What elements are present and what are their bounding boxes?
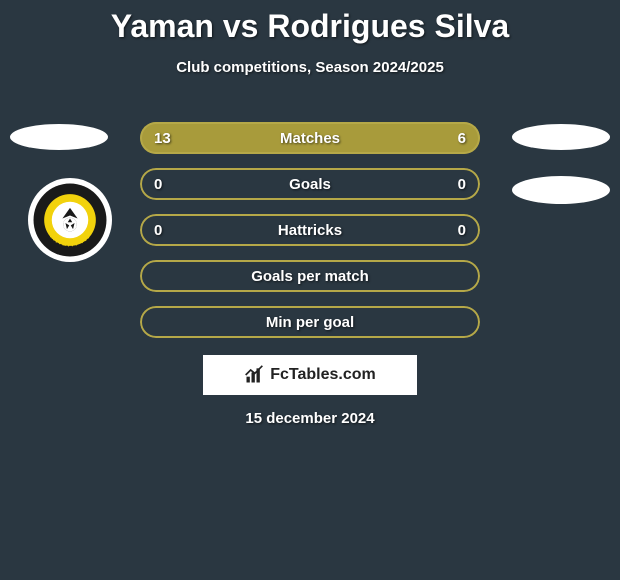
crest-icon: MALATYA: [32, 182, 108, 258]
stat-bar: Min per goal: [140, 306, 480, 338]
site-logo: FcTables.com: [202, 354, 418, 396]
page-subtitle: Club competitions, Season 2024/2025: [0, 59, 620, 76]
stats-container: 136Matches 00Goals 00Hattricks Goals per ma…: [140, 122, 480, 352]
stat-label: Hattricks: [140, 214, 480, 246]
stat-bar: 136Matches: [140, 122, 480, 154]
club-left-crest: MALATYA: [28, 178, 112, 262]
player-right-badge: [512, 124, 610, 150]
stat-bar: Goals per match: [140, 260, 480, 292]
stat-label: Goals per match: [140, 260, 480, 292]
stat-label: Goals: [140, 168, 480, 200]
stat-bar: 00Hattricks: [140, 214, 480, 246]
bar-chart-icon: [244, 365, 264, 385]
page-title: Yaman vs Rodrigues Silva: [0, 0, 620, 45]
stat-bar: 00Goals: [140, 168, 480, 200]
site-name: FcTables.com: [270, 366, 376, 384]
generation-date: 15 december 2024: [0, 410, 620, 427]
player-left-badge: [10, 124, 108, 150]
stat-label: Matches: [140, 122, 480, 154]
stat-label: Min per goal: [140, 306, 480, 338]
club-right-badge: [512, 176, 610, 204]
